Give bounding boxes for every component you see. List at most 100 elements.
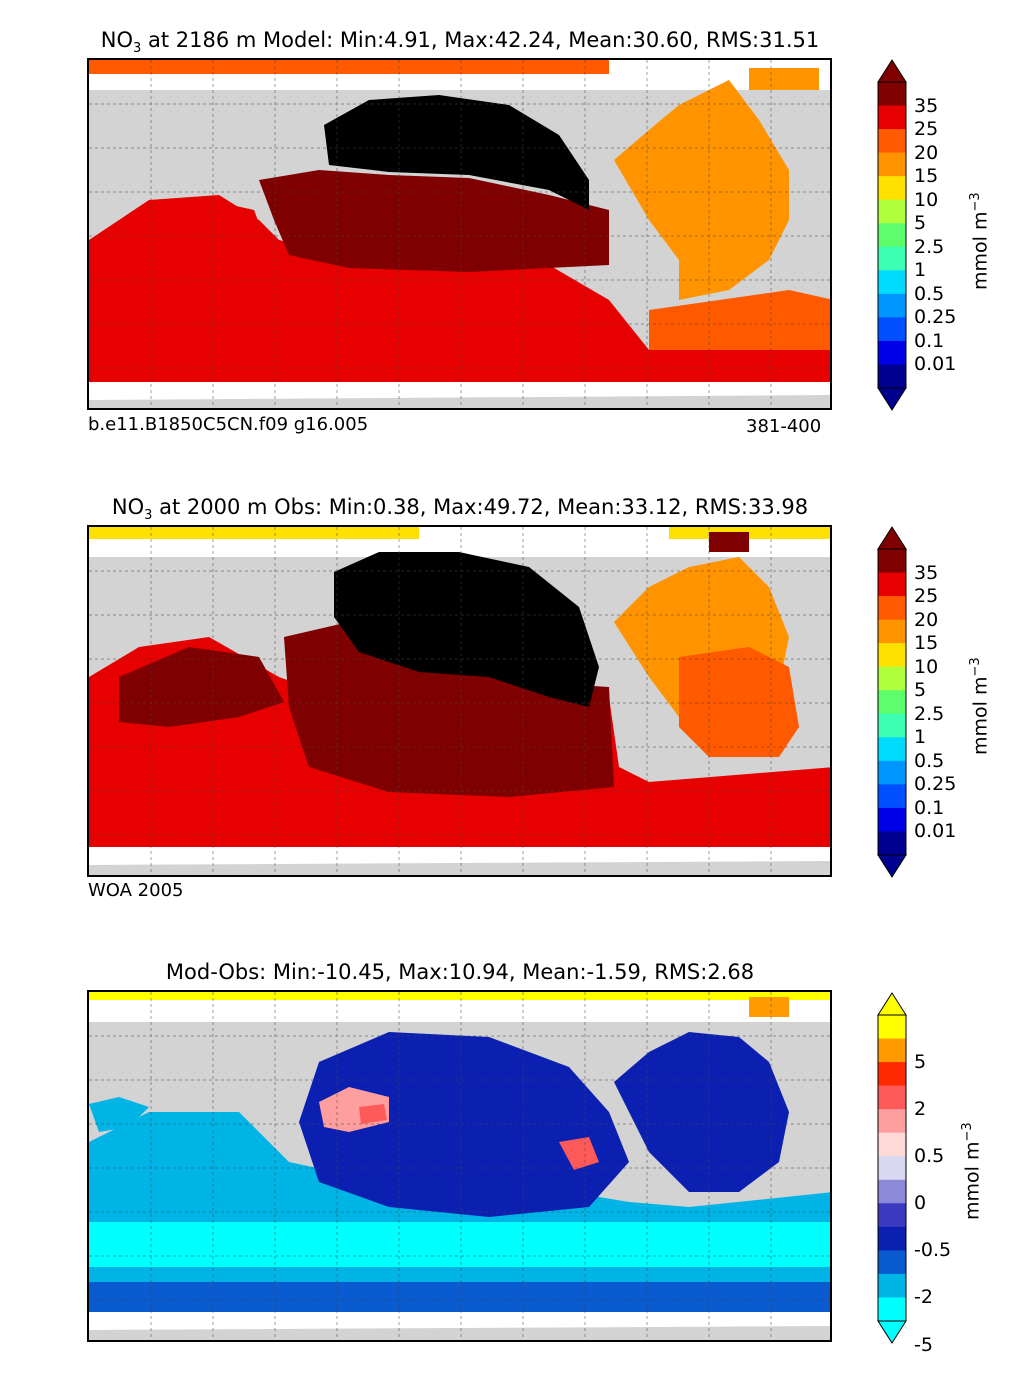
title-text: Mod-Obs: Min:-10.45, Max:10.94, Mean:-1.…: [165, 960, 755, 984]
panel-model-title: NO3 at 2186 m Model: Min:4.91, Max:42.24…: [0, 28, 920, 56]
colorbar-model-graphic: [877, 59, 907, 411]
title-variable: NO: [111, 495, 145, 519]
colorbar-tick-label: 15: [914, 165, 939, 188]
unit-superscript: −3: [960, 1122, 975, 1142]
unit-superscript: −3: [968, 657, 983, 677]
map-obs-graphic: [89, 527, 830, 875]
colorbar-segment: [878, 1132, 906, 1157]
colorbar-segment: [878, 1038, 906, 1063]
colorbar-segment: [878, 223, 906, 248]
colorbar-tick-label: 35: [914, 561, 939, 584]
panel-diff-title: Mod-Obs: Min:-10.45, Max:10.94, Mean:-1.…: [0, 960, 920, 984]
map-model-graphic: [89, 60, 830, 408]
colorbar-segment: [878, 1203, 906, 1228]
colorbar-extend-max: [877, 526, 907, 550]
colorbar-tick-label: 5: [914, 212, 927, 235]
map-model: [87, 58, 832, 410]
colorbar-segment: [878, 596, 906, 621]
colorbar-tick-label: 0.5: [914, 749, 945, 772]
colorbar-segment: [878, 713, 906, 738]
colorbar-tick-label: 0.25: [914, 773, 957, 796]
colorbar-segment: [878, 1250, 906, 1275]
colorbar-segment: [878, 572, 906, 597]
colorbar-tick-label: 0.01: [914, 353, 957, 376]
title-subscript: 3: [144, 508, 153, 524]
colorbar-tick-label: 2: [914, 1098, 927, 1121]
title-variable: NO: [100, 28, 134, 52]
colorbar-segment: [878, 690, 906, 715]
colorbar-tick-label: -0.5: [914, 1239, 952, 1262]
colorbar-segment: [878, 340, 906, 365]
colorbar-segment: [878, 666, 906, 691]
colorbar-tick-label: 20: [914, 141, 939, 164]
colorbar-segment: [878, 807, 906, 832]
colorbar-segment: [878, 1273, 906, 1298]
colorbar-obs-graphic: [877, 526, 907, 878]
colorbar-segment: [878, 1297, 906, 1322]
map-diff: [87, 990, 832, 1342]
unit-text: mmol m: [969, 211, 992, 290]
colorbar-frame: [877, 1014, 907, 1322]
colorbar-model: [877, 59, 907, 411]
colorbar-model-unit: mmol m−3: [968, 192, 991, 290]
colorbar-tick-label: 5: [914, 1051, 927, 1074]
colorbar-obs: [877, 526, 907, 878]
colorbar-extend-min: [877, 1320, 907, 1344]
colorbar-segment: [878, 1226, 906, 1251]
colorbar-segment: [878, 1156, 906, 1181]
colorbar-tick-label: 20: [914, 608, 939, 631]
colorbar-segment: [878, 199, 906, 224]
unit-text: mmol m: [961, 1141, 984, 1220]
colorbar-tick-label: 15: [914, 632, 939, 655]
colorbar-segment: [878, 152, 906, 177]
colorbar-segment: [878, 246, 906, 271]
colorbar-segment: [878, 176, 906, 201]
colorbar-segment: [878, 784, 906, 809]
colorbar-segment: [878, 317, 906, 342]
colorbar-tick-label: 0.1: [914, 329, 945, 352]
colorbar-tick-label: 10: [914, 188, 939, 211]
colorbar-tick-label: -5: [914, 1333, 933, 1356]
colorbar-tick-label: 5: [914, 679, 927, 702]
colorbar-frame: [877, 81, 907, 389]
colorbar-tick-label: 35: [914, 94, 939, 117]
map-obs: [87, 525, 832, 877]
panel-model-case-label: b.e11.B1850C5CN.f09 g16.005: [88, 414, 369, 435]
colorbar-segment: [878, 1109, 906, 1134]
colorbar-tick-label: 2.5: [914, 235, 945, 258]
panel-obs-title: NO3 at 2000 m Obs: Min:0.38, Max:49.72, …: [0, 495, 920, 523]
colorbar-tick-label: 0.5: [914, 1145, 945, 1168]
colorbar-tick-label: 25: [914, 585, 939, 608]
colorbar-tick-label: 2.5: [914, 702, 945, 725]
colorbar-tick-label: 10: [914, 655, 939, 678]
colorbar-segment: [878, 549, 906, 574]
colorbar-diff-graphic: [877, 992, 907, 1344]
colorbar-tick-label: 1: [914, 726, 927, 749]
colorbar-segment: [878, 129, 906, 154]
colorbar-segment: [878, 1062, 906, 1087]
unit-text: mmol m: [969, 676, 992, 755]
colorbar-segment: [878, 293, 906, 318]
colorbar-tick-label: 0.01: [914, 820, 957, 843]
colorbar-segment: [878, 270, 906, 295]
colorbar-extend-max: [877, 992, 907, 1016]
colorbar-tick-label: -2: [914, 1286, 933, 1309]
colorbar-extend-max: [877, 59, 907, 83]
colorbar-tick-label: 1: [914, 259, 927, 282]
title-text: at 2186 m Model: Min:4.91, Max:42.24, Me…: [141, 28, 820, 52]
colorbar-segment: [878, 619, 906, 644]
title-subscript: 3: [133, 41, 142, 57]
colorbar-segment: [878, 737, 906, 762]
colorbar-segment: [878, 364, 906, 389]
colorbar-segment: [878, 1179, 906, 1204]
colorbar-diff-unit: mmol m−3: [960, 1122, 983, 1220]
panel-model-years-label: 381-400: [746, 416, 822, 437]
colorbar-diff: [877, 992, 907, 1344]
colorbar-segment: [878, 82, 906, 107]
unit-superscript: −3: [968, 192, 983, 212]
title-text: at 2000 m Obs: Min:0.38, Max:49.72, Mean…: [152, 495, 809, 519]
colorbar-segment: [878, 1085, 906, 1110]
colorbar-extend-min: [877, 854, 907, 878]
map-diff-graphic: [89, 992, 830, 1340]
colorbar-frame: [877, 548, 907, 856]
